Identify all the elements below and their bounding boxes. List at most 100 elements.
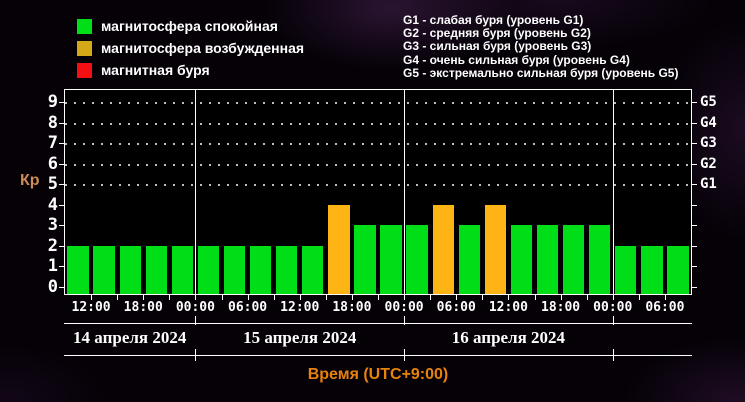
- x-axis-minor-tick: [325, 295, 327, 300]
- x-tick-label: 00:00: [593, 300, 633, 315]
- x-axis-minor-tick: [91, 295, 93, 300]
- storm-scale-line-g4: G4 - очень сильная буря (уровень G4): [403, 52, 630, 67]
- kp-bar: [589, 225, 611, 294]
- storm-scale-line-g2: G2 - средняя буря (уровень G2): [403, 26, 591, 41]
- x-axis-minor-tick: [169, 295, 171, 300]
- y-axis-tick-right: [692, 143, 697, 145]
- kp-bar: [484, 204, 507, 294]
- y-axis-tick-left: [59, 266, 64, 268]
- x-axis-minor-tick: [143, 295, 145, 300]
- kp-bar: [302, 245, 324, 294]
- kp-bar: [380, 225, 402, 294]
- x-tick-label: 00:00: [175, 300, 215, 315]
- y-tick-label-4: 4: [47, 194, 58, 215]
- x-axis-minor-tick: [586, 295, 588, 300]
- g-level-label-g3: G3: [700, 135, 717, 152]
- y-tick-label-5: 5: [47, 174, 58, 195]
- day-separator-line: [195, 90, 197, 294]
- storm-scale-line-g5: G5 - экстремально сильная буря (уровень …: [403, 65, 679, 80]
- gridline-kp5: [65, 184, 691, 187]
- x-axis-minor-tick: [378, 295, 379, 300]
- g-level-label-g5: G5: [700, 94, 717, 111]
- x-axis-minor-tick: [273, 295, 275, 300]
- x-axis-minor-tick: [299, 295, 301, 300]
- y-axis-tick-left: [59, 287, 64, 288]
- y-axis-tick-right: [692, 225, 697, 227]
- x-axis-minor-tick: [508, 295, 510, 300]
- x-axis-minor-tick: [351, 295, 353, 300]
- legend-item-storm: магнитная буря: [77, 59, 304, 81]
- y-tick-label-7: 7: [47, 133, 58, 154]
- date-band-dash-bottom: [404, 349, 406, 361]
- date-band-dash-top: [612, 316, 614, 325]
- x-tick-label: 00:00: [384, 300, 424, 315]
- y-axis-tick-left: [59, 163, 64, 165]
- g-level-label-g2: G2: [700, 155, 717, 172]
- legend-label-quiet: магнитосфера спокойная: [101, 18, 278, 34]
- kp-bar: [145, 245, 167, 294]
- x-axis-minor-tick: [560, 295, 562, 300]
- kp-bar: [119, 245, 141, 294]
- storm-scale-line-g1: G1 - слабая буря (уровень G1): [403, 13, 584, 27]
- date-label-day-2: 15 апреля 2024: [243, 328, 357, 347]
- kp-bar: [510, 225, 533, 294]
- y-axis-tick-right: [692, 266, 697, 268]
- y-axis-label-kp: Кр: [20, 172, 40, 189]
- date-band-dash-top: [404, 316, 406, 325]
- kp-bar: [615, 245, 637, 294]
- kp-bar: [276, 245, 298, 294]
- kp-bar: [249, 245, 272, 294]
- y-tick-label-0: 0: [47, 277, 58, 297]
- y-axis-tick-left: [59, 184, 64, 186]
- kp-bar: [171, 245, 194, 294]
- x-axis-minor-tick: [404, 295, 406, 300]
- x-tick-label: 06:00: [228, 300, 268, 315]
- y-axis-tick-right: [692, 184, 697, 186]
- x-tick-label: 12:00: [280, 300, 320, 315]
- y-axis-tick-right: [692, 163, 697, 165]
- x-axis-minor-tick: [430, 295, 432, 300]
- kp-bar: [197, 245, 220, 294]
- x-axis-label-time: Время (UTC+9:00): [307, 366, 449, 383]
- x-tick-label: 18:00: [332, 300, 372, 315]
- x-tick-label: 18:00: [123, 300, 163, 315]
- date-label-day-1: 14 апреля 2024: [73, 328, 187, 347]
- y-tick-label-1: 1: [47, 256, 58, 277]
- y-axis-tick-left: [59, 204, 64, 206]
- y-axis-tick-left: [59, 122, 64, 124]
- legend-label-excited: магнитосфера возбужденная: [101, 40, 305, 56]
- g-level-label-g1: G1: [700, 176, 717, 193]
- storm-scale-line-g3: G3 - сильная буря (уровень G3): [403, 39, 592, 54]
- x-axis-minor-tick: [221, 295, 223, 300]
- kp-bar: [93, 245, 115, 294]
- gridline-kp7: [65, 143, 691, 146]
- x-tick-label: 06:00: [645, 300, 685, 315]
- kp-bar: [223, 245, 246, 294]
- date-band-bottom-line: [64, 355, 692, 356]
- x-tick-label: 18:00: [541, 300, 581, 315]
- y-axis-tick-left: [59, 102, 64, 104]
- date-band-dash-bottom: [612, 349, 614, 361]
- date-band-dash-bottom: [195, 349, 197, 361]
- legend: магнитосфера спокойная магнитосфера возбу…: [77, 15, 304, 81]
- y-axis-tick-right: [692, 204, 697, 206]
- legend-item-excited: магнитосфера возбужденная: [77, 37, 304, 59]
- x-axis-minor-tick: [612, 295, 614, 300]
- x-tick-label: 06:00: [436, 300, 476, 315]
- x-axis-minor-tick: [534, 295, 536, 300]
- x-axis-minor-tick: [247, 295, 249, 300]
- y-tick-label-8: 8: [47, 112, 58, 133]
- kp-bar: [458, 225, 480, 294]
- y-tick-label-2: 2: [47, 235, 58, 256]
- day-separator-line: [612, 90, 614, 294]
- kp-bar: [536, 225, 559, 294]
- day-separator-line: [404, 90, 406, 294]
- x-axis-minor-tick: [482, 295, 484, 300]
- x-axis-minor-tick: [456, 295, 458, 300]
- kp-bar: [328, 204, 350, 294]
- x-tick-label: 12:00: [71, 300, 111, 315]
- date-band-dash-top: [195, 316, 197, 325]
- legend-item-quiet: магнитосфера спокойная: [77, 15, 304, 37]
- y-tick-label-6: 6: [47, 153, 58, 174]
